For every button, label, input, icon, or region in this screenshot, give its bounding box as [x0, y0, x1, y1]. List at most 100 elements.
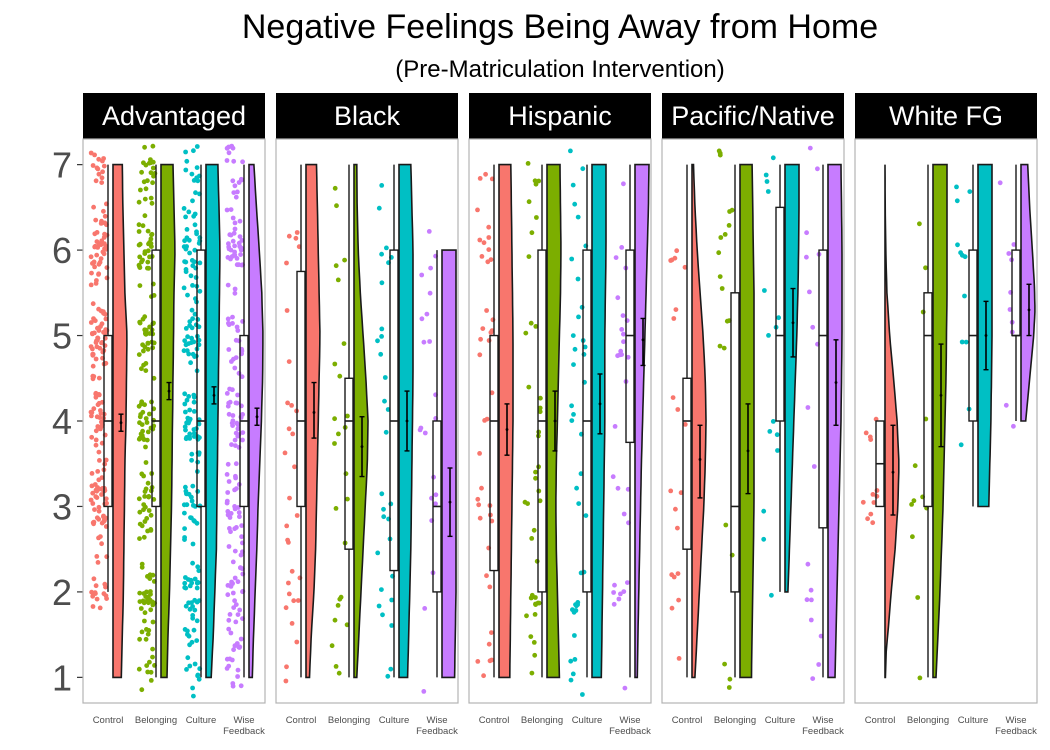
data-point	[195, 579, 201, 585]
data-point	[483, 171, 488, 177]
data-point	[537, 498, 543, 504]
data-point	[145, 631, 151, 637]
data-point	[571, 362, 576, 367]
data-point	[611, 590, 616, 595]
data-point	[865, 516, 870, 522]
data-point	[335, 277, 341, 283]
data-point	[375, 338, 380, 344]
data-point	[232, 575, 238, 581]
data-point	[228, 232, 234, 238]
data-point	[620, 313, 626, 318]
y-tick-label: 6	[52, 230, 72, 271]
box-iqr	[682, 377, 692, 550]
data-point	[810, 324, 816, 330]
data-point	[816, 662, 822, 667]
data-point	[422, 606, 428, 611]
data-point	[95, 469, 101, 474]
x-tick-label: Belonging	[135, 715, 177, 726]
data-point	[96, 392, 102, 397]
data-point	[765, 189, 771, 194]
x-tick-label: Control	[93, 715, 124, 726]
data-point	[196, 342, 202, 348]
half-violin	[827, 163, 843, 679]
data-point	[575, 214, 581, 220]
data-point	[185, 632, 190, 637]
data-point	[287, 495, 292, 501]
data-point	[192, 222, 198, 228]
half-violin	[441, 249, 457, 679]
x-tick-label: Belonging	[907, 715, 949, 726]
data-point	[136, 352, 142, 357]
data-point	[818, 633, 824, 639]
data-point	[97, 605, 103, 611]
data-point	[486, 224, 492, 230]
box-iqr	[196, 249, 206, 508]
data-point	[226, 663, 232, 669]
data-point	[427, 290, 433, 296]
data-point	[96, 328, 102, 333]
data-point	[142, 144, 148, 150]
data-point	[230, 590, 236, 596]
data-point	[235, 667, 241, 673]
data-point	[286, 580, 291, 586]
data-point	[151, 340, 157, 346]
data-point	[194, 638, 200, 643]
data-point	[91, 576, 97, 582]
data-point	[334, 203, 339, 209]
data-point	[182, 338, 188, 344]
facet-strip	[83, 93, 265, 139]
data-point	[145, 429, 151, 435]
data-point	[143, 416, 149, 421]
data-point	[761, 536, 767, 542]
data-point	[147, 411, 152, 417]
data-point	[868, 511, 874, 517]
facet-strip-label: Black	[334, 101, 401, 131]
data-point	[341, 341, 347, 346]
data-point	[722, 661, 727, 667]
data-point	[727, 209, 732, 214]
data-point	[716, 250, 722, 256]
data-point	[197, 288, 203, 294]
x-tick-label: Belonging	[521, 715, 563, 726]
data-point	[764, 179, 770, 184]
data-point	[235, 674, 241, 679]
data-point	[726, 685, 732, 690]
data-point	[233, 443, 238, 448]
data-point	[189, 171, 195, 177]
data-point	[871, 500, 877, 505]
data-point	[88, 282, 94, 288]
data-point	[139, 399, 145, 405]
data-point	[95, 335, 100, 341]
data-point	[283, 678, 289, 684]
y-tick-label: 2	[52, 572, 72, 613]
data-point	[233, 619, 239, 625]
data-point	[870, 492, 876, 497]
data-point	[184, 397, 190, 403]
data-point	[104, 596, 109, 601]
data-point	[727, 676, 733, 682]
data-point	[674, 248, 680, 254]
data-point	[239, 177, 245, 183]
data-point	[196, 568, 202, 574]
data-point	[189, 258, 195, 263]
data-point	[227, 515, 233, 520]
chart-title: Negative Feelings Being Away from Home	[242, 8, 878, 46]
data-point	[227, 656, 233, 662]
data-point	[137, 636, 143, 642]
data-point	[963, 339, 969, 345]
data-point	[284, 308, 290, 313]
data-point	[142, 489, 148, 494]
data-point	[619, 327, 625, 332]
data-point	[224, 207, 230, 213]
data-point	[329, 643, 335, 649]
group-1	[522, 161, 562, 679]
data-point	[144, 589, 149, 595]
data-point	[286, 359, 292, 364]
data-point	[426, 229, 432, 234]
data-point	[379, 326, 385, 332]
box-iqr	[923, 292, 933, 508]
facet-strip-label: Pacific/Native	[671, 101, 835, 131]
data-point	[231, 190, 237, 196]
data-point	[570, 333, 576, 338]
data-point	[100, 169, 105, 175]
